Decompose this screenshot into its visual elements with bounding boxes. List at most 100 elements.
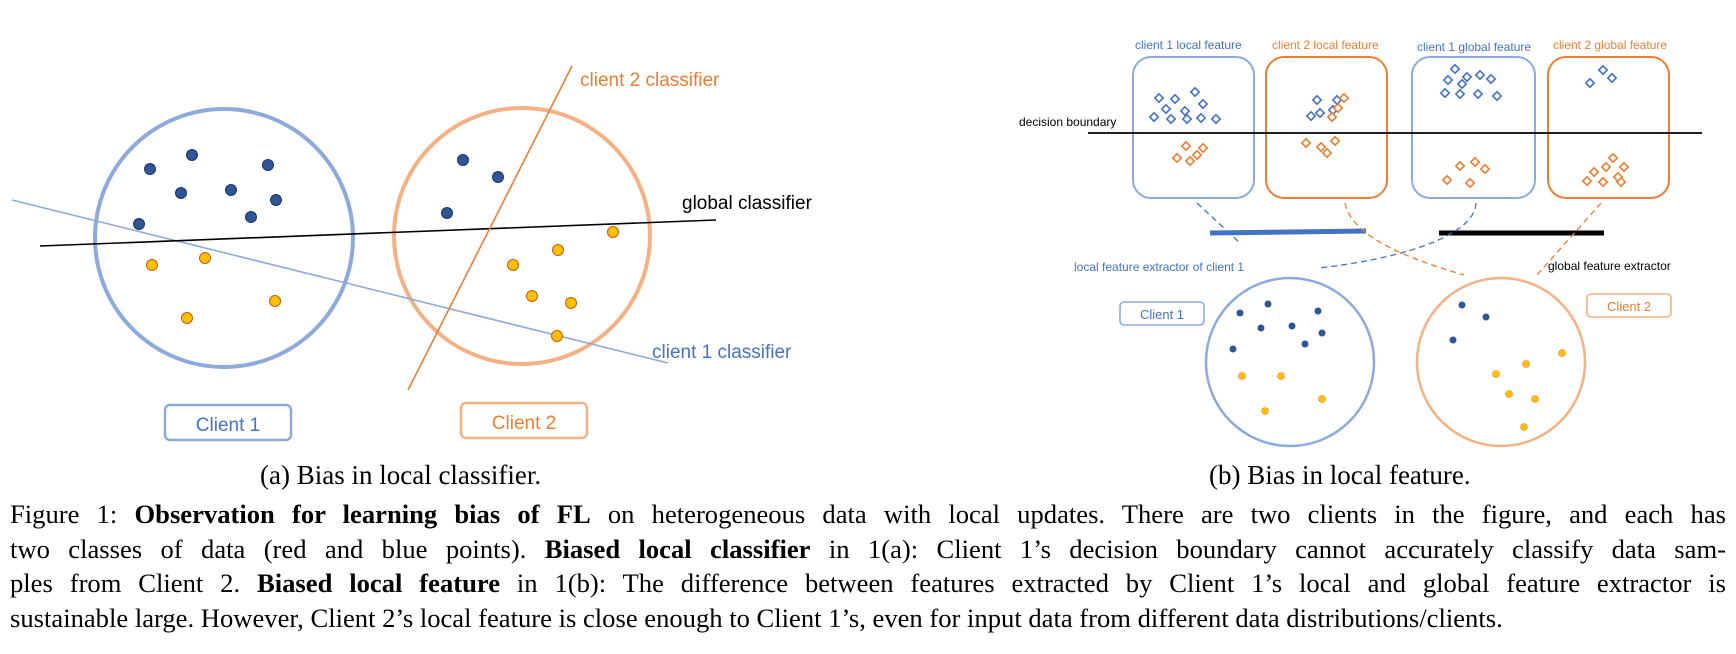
feature-diamonds [1148, 63, 1630, 189]
blue-point [1264, 300, 1272, 308]
orange-feature-diamond [1300, 137, 1312, 149]
orange-feature-diamond [1615, 176, 1627, 188]
caption-line: sustainable large. However, Client 2’s l… [10, 601, 1726, 636]
orange-feature-diamond [1197, 142, 1209, 154]
blue-point [1236, 309, 1244, 317]
client1-classifier-line [11, 199, 669, 364]
blue-feature-diamond [1210, 113, 1222, 125]
client1-points [133, 149, 282, 324]
orange-feature-diamond [1184, 155, 1196, 167]
client1-circle [93, 107, 355, 369]
caption-run: ples from Client 2. [10, 568, 257, 598]
orange-point [526, 290, 538, 302]
orange-feature-diamond [1326, 111, 1338, 123]
orange-feature-diamond [1329, 135, 1341, 147]
c2-global-feature-box [1547, 56, 1670, 199]
caption-line: Figure 1: Observation for learning bias … [10, 497, 1726, 532]
orange-point [552, 244, 564, 256]
orange-point [1318, 395, 1326, 403]
client2-box-b [1586, 293, 1672, 318]
orange-point [1520, 423, 1528, 431]
orange-point [507, 259, 519, 271]
c2-local-feature-label: client 2 local feature [1272, 38, 1379, 52]
blue-feature-diamond [1181, 113, 1193, 125]
blue-feature-diamond [1491, 90, 1503, 102]
client2-classifier-line [407, 65, 573, 391]
orange-point [607, 226, 619, 238]
client1-box-label: Client 1 [196, 415, 260, 436]
caption-bold-run: Biased local feature [257, 568, 501, 598]
blue-feature-diamond [1148, 111, 1160, 123]
subcaption-b-tag: (b) [1209, 460, 1241, 490]
c1-local-feature-box [1132, 56, 1255, 199]
orange-feature-diamond [1180, 140, 1192, 152]
orange-feature-diamond [1191, 149, 1203, 161]
orange-point [199, 252, 211, 264]
subcaption-b: (b) Bias in local feature. [1209, 460, 1471, 491]
orange-point [181, 312, 193, 324]
connector-c2-local [1344, 202, 1465, 276]
client1-box [163, 403, 293, 442]
c1-global-feature-box [1411, 56, 1536, 199]
blue-point [1301, 340, 1309, 348]
decision-boundary-label: decision boundary [1019, 115, 1116, 129]
orange-point [551, 330, 563, 342]
blue-feature-diamond [1606, 72, 1618, 84]
blue-point [1449, 336, 1457, 344]
blue-feature-diamond [1584, 77, 1596, 89]
orange-feature-diamond [1171, 152, 1183, 164]
orange-feature-diamond [1607, 152, 1619, 164]
panel-a: client 2 classifier global classifier cl… [11, 65, 813, 442]
blue-feature-diamond [1160, 103, 1172, 115]
client2-data-circle [1415, 276, 1587, 448]
blue-point [270, 194, 282, 206]
client1-classifier-label: client 1 classifier [652, 342, 792, 363]
orange-feature-diamond [1618, 161, 1630, 173]
blue-point [1288, 322, 1296, 330]
blue-feature-diamond [1461, 71, 1473, 83]
blue-feature-diamond [1472, 88, 1484, 100]
panel-b: client 1 local feature client 2 local fe… [1019, 38, 1702, 448]
blue-feature-diamond [1456, 78, 1468, 90]
orange-point [1505, 390, 1513, 398]
blue-point [1482, 313, 1490, 321]
blue-feature-diamond [1179, 105, 1191, 117]
orange-feature-diamond [1479, 163, 1491, 175]
orange-feature-diamond [1338, 92, 1350, 104]
orange-point [1261, 407, 1269, 415]
orange-point [1492, 370, 1500, 378]
global-classifier-label: global classifier [682, 193, 813, 214]
blue-feature-diamond [1305, 110, 1317, 122]
blue-feature-diamond [1449, 63, 1461, 75]
blue-point [245, 211, 257, 223]
client2-circle [392, 106, 652, 366]
orange-point [1522, 360, 1530, 368]
subcaption-a-tag: (a) [260, 460, 290, 490]
client1-box-b-label: Client 1 [1140, 307, 1184, 322]
orange-feature-diamond [1315, 141, 1327, 153]
subcaption-b-text: Bias in local feature. [1247, 460, 1471, 490]
caption-line: two classes of data (red and blue points… [10, 532, 1726, 567]
blue-feature-diamond [1442, 74, 1454, 86]
blue-point [133, 218, 145, 230]
caption-run: sustainable large. However, Client 2’s l… [10, 602, 1503, 633]
caption-bold-run: Biased local classifier [544, 533, 811, 564]
orange-feature-diamond [1600, 161, 1612, 173]
connector-c1-local [1196, 202, 1241, 244]
blue-point [144, 163, 156, 175]
orange-feature-diamond [1332, 102, 1344, 114]
global-extractor-label: global feature extractor [1548, 259, 1671, 273]
orange-point [1238, 372, 1246, 380]
blue-point [225, 184, 237, 196]
orange-point [1558, 349, 1566, 357]
blue-point [492, 171, 504, 183]
orange-point [146, 259, 158, 271]
connector-c2-global [1536, 202, 1602, 276]
c1-global-feature-label: client 1 global feature [1417, 40, 1531, 54]
blue-feature-diamond [1153, 92, 1165, 104]
local-extractor-bar [1209, 228, 1367, 236]
orange-feature-diamond [1464, 177, 1476, 189]
caption-run: in 1(a): Client 1’s decision boundary ca… [810, 533, 1727, 564]
blue-feature-diamond [1485, 73, 1497, 85]
client2-box-b-label: Client 2 [1607, 299, 1651, 314]
